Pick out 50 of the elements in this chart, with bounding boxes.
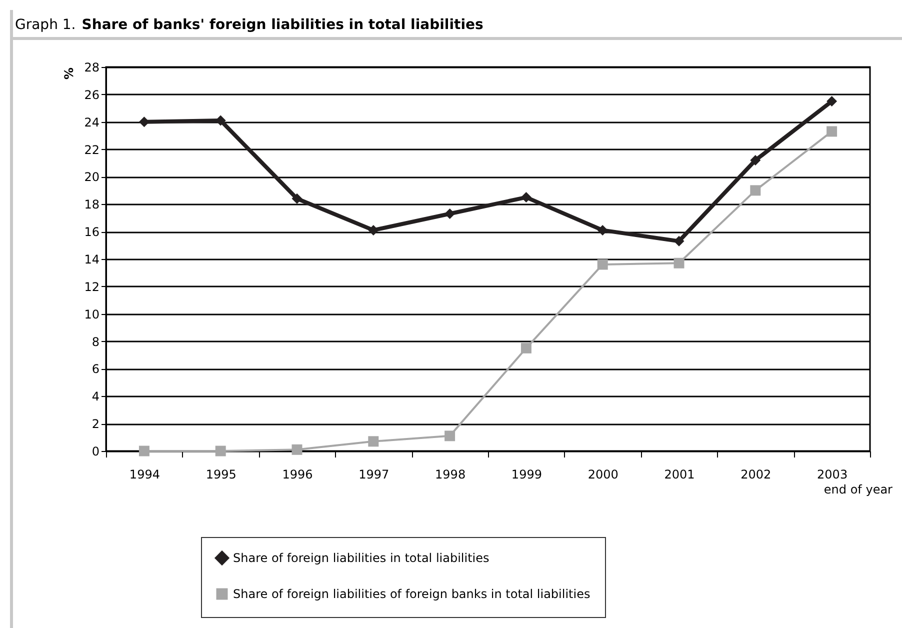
x-tick-label: 2000: [588, 468, 618, 482]
point: [368, 224, 379, 236]
y-tick-label: 24: [84, 115, 100, 130]
x-tick-label: 1999: [511, 468, 542, 482]
point: [597, 259, 608, 270]
point: [292, 193, 302, 204]
point: [138, 446, 150, 456]
point: [138, 116, 150, 128]
x-tick-label: 2003: [817, 468, 848, 482]
x-axis-title: end of year: [824, 482, 893, 496]
x-tick-label: 2001: [664, 468, 695, 482]
point: [215, 446, 226, 456]
legend-label: Share of foreign liabilities in total liabilities: [233, 551, 490, 565]
point: [520, 192, 532, 203]
point: [597, 224, 608, 236]
point: [368, 436, 379, 447]
point: [444, 208, 456, 219]
y-tick-label: 4: [92, 390, 100, 404]
x-tick-label: 1995: [206, 468, 236, 482]
point: [444, 430, 456, 442]
y-tick-label: 0: [92, 444, 100, 458]
legend-label: Share of foreign liabilities of foreign banks in total liabilities: [233, 587, 590, 601]
caption: Graph 1.: [15, 17, 76, 33]
point: [826, 126, 838, 137]
y-tick-label: 16: [84, 225, 100, 240]
y-tick-label: 2: [92, 417, 100, 432]
y-tick-label: 14: [84, 252, 100, 266]
chart-title: Share of banks' foreign liabilities in total liabilities: [82, 17, 484, 33]
x-tick-label: 1997: [358, 468, 390, 482]
x-tick-label: 2002: [740, 468, 772, 482]
x-tick-label: 1996: [282, 468, 313, 482]
point: [292, 444, 302, 455]
point: [674, 258, 684, 268]
point: [520, 342, 532, 354]
y-axis-title: %: [62, 68, 76, 80]
y-tick-label: 26: [84, 88, 100, 102]
y-tick-label: 20: [84, 170, 100, 184]
y-tick-label: 10: [84, 307, 100, 322]
y-tick-label: 12: [84, 280, 100, 294]
point: [750, 155, 761, 166]
point: [826, 96, 838, 107]
x-tick-label: 1994: [129, 468, 160, 482]
y-tick-label: 28: [84, 60, 100, 74]
point: [674, 236, 684, 246]
x-tick-label: 1998: [435, 468, 466, 482]
y-tick-label: 8: [92, 334, 100, 349]
y-tick-label: 18: [84, 198, 100, 212]
y-tick-label: 22: [84, 142, 100, 157]
point: [750, 185, 761, 196]
y-tick-label: 6: [92, 362, 100, 376]
